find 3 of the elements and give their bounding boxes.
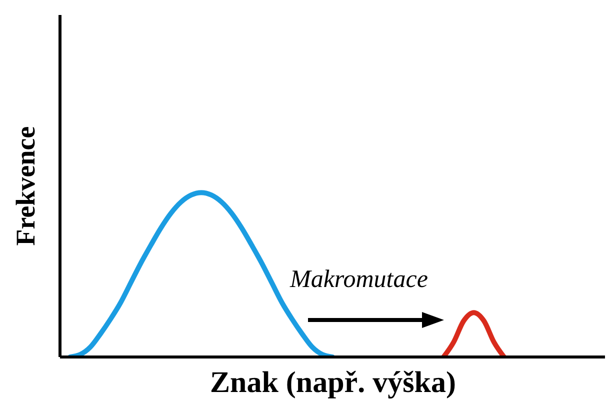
x-axis-title: Znak (např. výška) <box>210 366 456 400</box>
y-axis-title: Frekvence <box>10 126 42 246</box>
annotation: Makromutace <box>290 266 428 294</box>
